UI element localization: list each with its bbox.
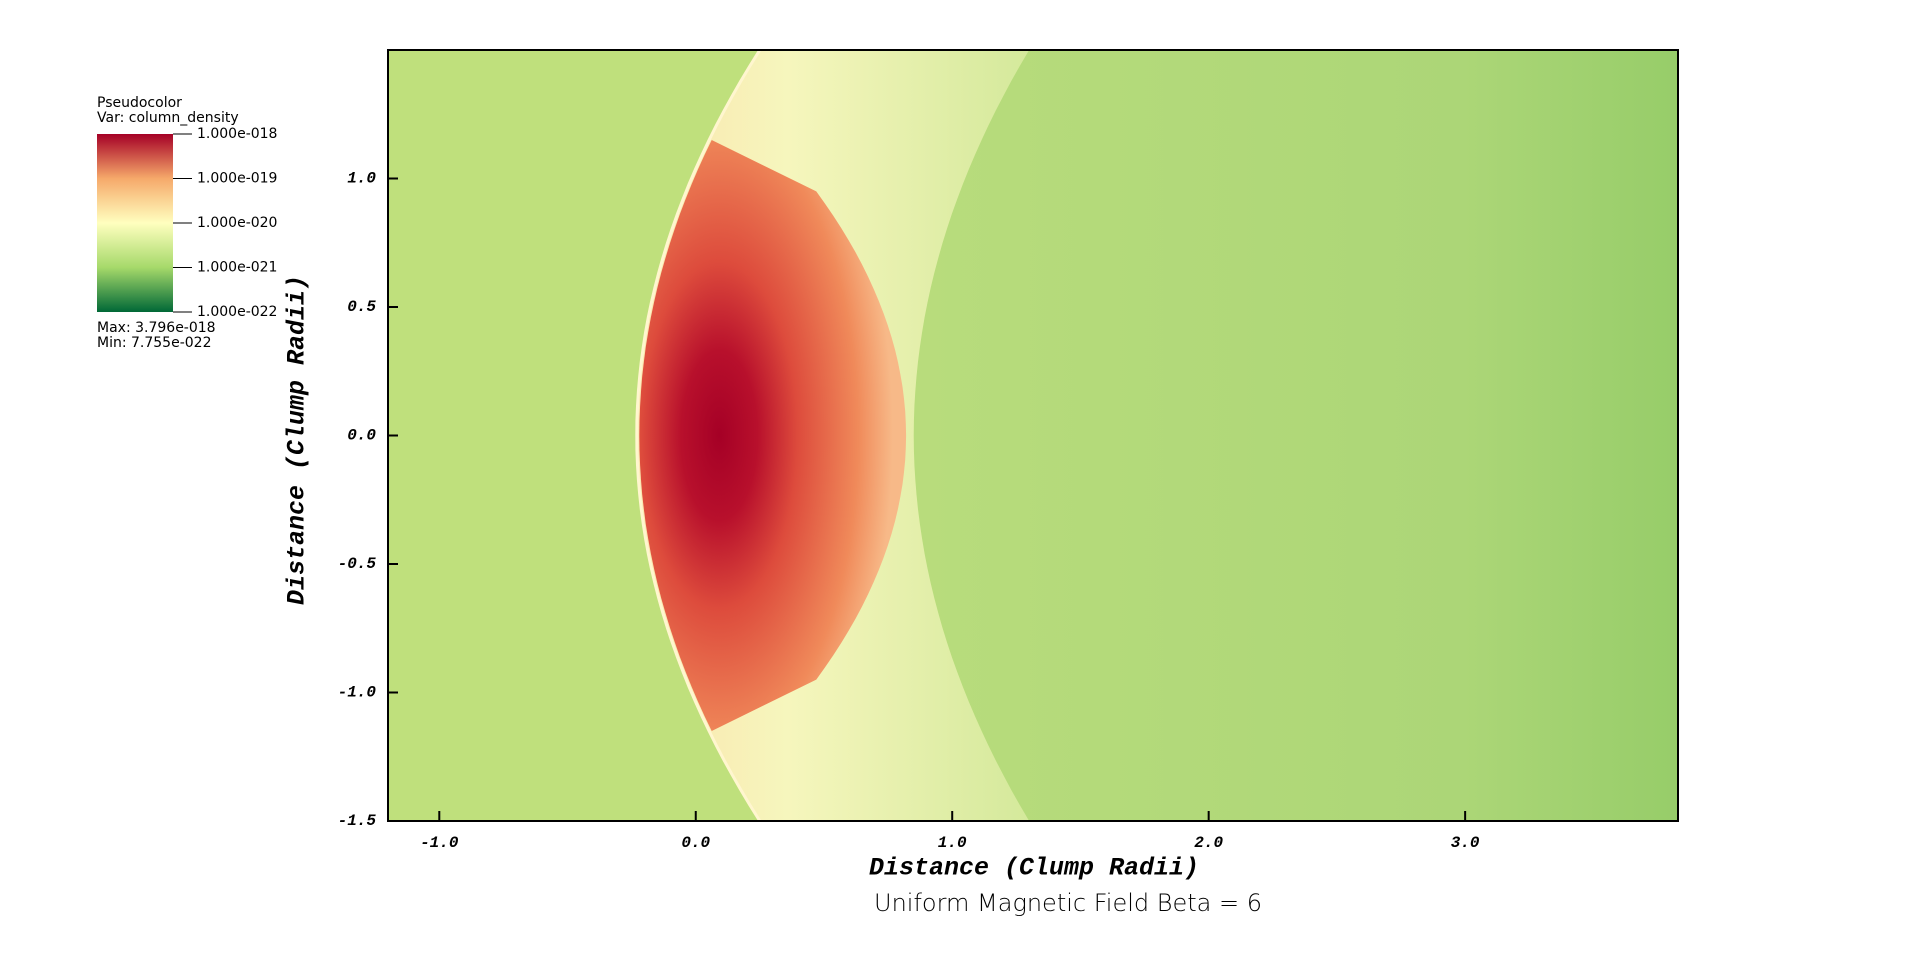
x-tick-label: 1.0 — [938, 834, 967, 852]
dense-core — [639, 140, 907, 731]
y-tick-label: 0.5 — [347, 298, 376, 316]
colorbar-tick-label: 1.000e-021 — [197, 260, 277, 276]
x-tick-label: -1.0 — [420, 834, 459, 852]
colorbar-tick-label: 1.000e-020 — [197, 215, 277, 231]
colorbar-min: Min: 7.755e-022 — [97, 335, 211, 351]
colorbar-tick-label: 1.000e-018 — [197, 126, 277, 142]
y-tick-label: 1.0 — [347, 170, 376, 188]
wake — [913, 50, 1678, 821]
colorbar-max: Max: 3.796e-018 — [97, 320, 216, 336]
colorbar-variable: Var: column_density — [97, 110, 239, 126]
x-tick-label: 0.0 — [681, 834, 710, 852]
density-field — [388, 50, 1678, 821]
bow-shock — [635, 50, 762, 821]
x-tick-label: 3.0 — [1451, 834, 1480, 852]
y-tick-label: -1.5 — [338, 812, 377, 830]
y-axis-label: Distance (Clump Radii) — [283, 275, 312, 605]
colorbar-tick-label: 1.000e-019 — [197, 171, 277, 187]
colorbar-title: Pseudocolor — [97, 95, 182, 111]
y-tick-label: 0.0 — [347, 427, 376, 445]
y-tick-label: -1.0 — [338, 684, 377, 702]
x-axis-label: Distance (Clump Radii) — [869, 854, 1199, 883]
chart-title: Uniform Magnetic Field Beta = 6 — [874, 889, 1262, 917]
colorbar — [97, 134, 173, 312]
colorbar-tick-label: 1.000e-022 — [197, 304, 277, 320]
y-tick-label: -0.5 — [338, 555, 377, 573]
x-tick-label: 2.0 — [1194, 834, 1223, 852]
